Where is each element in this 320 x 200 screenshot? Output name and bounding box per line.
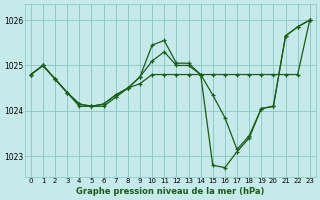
X-axis label: Graphe pression niveau de la mer (hPa): Graphe pression niveau de la mer (hPa)	[76, 187, 265, 196]
